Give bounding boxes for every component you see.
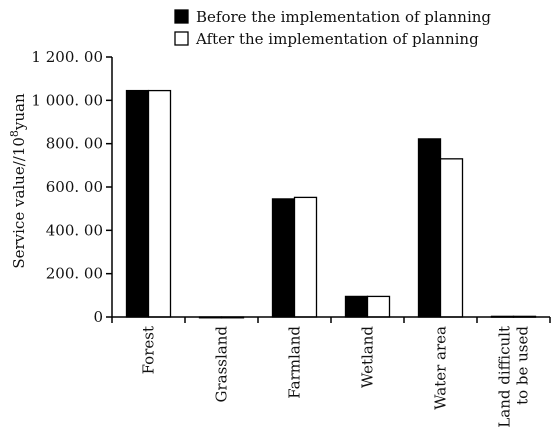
y-axis: 0 200. 00 400. 00 600. 00 800. 00 1 000. 00 1 … (31, 48, 113, 326)
bar-before (344, 295, 369, 318)
legend-swatch (174, 31, 189, 46)
x-tick-label: Wetland (359, 326, 377, 389)
bar-after (366, 295, 391, 318)
legend-label: Before the implementation of planning (196, 8, 491, 26)
bar-before (125, 89, 150, 318)
bar-before (417, 138, 442, 318)
legend: Before the implementation of planning Aft… (174, 8, 491, 48)
y-tick-label: 0 (93, 308, 103, 326)
x-tick-label: Land difficultto be used (496, 326, 532, 428)
y-tick-label: 400. 00 (46, 221, 103, 239)
x-axis: Forest Grassland Farmland Wetland Water area… (111, 316, 551, 428)
y-tick-label: 1 200. 00 (31, 48, 103, 66)
bar-after (439, 158, 464, 318)
y-tick-label: 200. 00 (46, 265, 103, 283)
y-axis-label: Service value//108yuan (8, 93, 28, 269)
bars (125, 89, 537, 319)
legend-label: After the implementation of planning (195, 30, 479, 48)
y-tick-label: 800. 00 (46, 135, 103, 153)
x-tick-label: Forest (140, 326, 158, 374)
x-tick-label: Water area (432, 326, 450, 410)
bar-after (147, 89, 172, 318)
bar-after (293, 196, 318, 318)
y-tick-label: 600. 00 (46, 178, 103, 196)
x-tick-label: Farmland (286, 326, 304, 399)
legend-swatch (174, 9, 189, 24)
y-tick-label: 1 000. 00 (31, 91, 103, 109)
x-tick-label: Grassland (213, 326, 231, 403)
bar-before (271, 198, 296, 318)
